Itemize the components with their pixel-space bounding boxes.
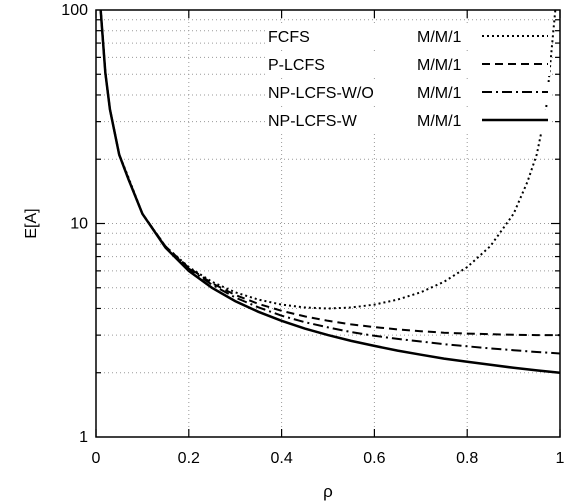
- y-tick-label: 10: [70, 216, 88, 233]
- x-tick-label: 0.6: [363, 450, 385, 467]
- x-tick-label: 0: [92, 450, 101, 467]
- legend-queue-label: M/M/1: [417, 29, 462, 46]
- legend-series-name: P-LCFS: [268, 57, 325, 74]
- series-line-fcfs: [99, 10, 557, 310]
- legend-series-name: NP-LCFS-W/O: [268, 85, 374, 102]
- x-tick-label: 0.8: [456, 450, 478, 467]
- x-axis-label: ρ: [323, 482, 333, 501]
- ticks: 0 0.2 0.4 0.6 0.8 1 1 10 100: [61, 2, 564, 467]
- legend-background: [265, 110, 550, 132]
- legend-background: [265, 54, 550, 76]
- series-line-p-lcfs: [99, 10, 560, 337]
- legend-background: [265, 26, 550, 48]
- x-tick-label: 1: [556, 450, 565, 467]
- x-tick-label: 0.4: [270, 450, 292, 467]
- series-line-np-lcfs-w: [99, 10, 560, 374]
- y-tick-label: 100: [61, 2, 88, 19]
- legend-background: [265, 82, 550, 104]
- legend-series-name: NP-LCFS-W: [268, 113, 358, 130]
- legend-queue-label: M/M/1: [417, 57, 462, 74]
- legend-queue-label: M/M/1: [417, 85, 462, 102]
- legend-queue-label: M/M/1: [417, 113, 462, 130]
- legend-series-name: FCFS: [268, 29, 310, 46]
- y-axis-label: E[A]: [23, 208, 40, 238]
- y-tick-label: 1: [79, 429, 88, 446]
- legend: FCFS M/M/1 P-LCFS M/M/1 NP-LCFS-W/O M/M/1 NP-L…: [265, 26, 550, 132]
- series-layer: [99, 10, 560, 374]
- x-tick-label: 0.2: [178, 450, 200, 467]
